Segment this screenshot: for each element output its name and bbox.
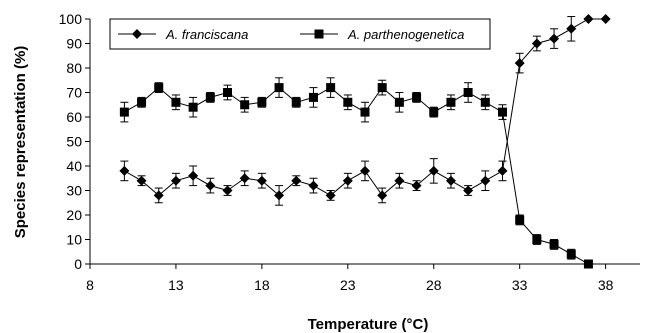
series-layer	[119, 14, 611, 269]
data-point	[377, 83, 387, 93]
legend-marker	[132, 29, 142, 39]
legend-items: A. franciscana A. parthenogenetica	[118, 27, 464, 42]
legend-label: A. parthenogenetica	[347, 27, 464, 42]
x-tick-label: 33	[512, 277, 528, 293]
y-tick-label: 80	[66, 60, 82, 76]
legend-marker	[314, 29, 324, 39]
data-point	[325, 190, 336, 201]
x-tick-label: 28	[426, 277, 442, 293]
legend: A. franciscana A. parthenogenetica	[109, 18, 491, 50]
data-point	[394, 97, 404, 107]
data-point	[600, 14, 611, 24]
series-parthenogenetica	[119, 77, 593, 269]
data-point	[429, 107, 439, 117]
data-point	[240, 100, 250, 110]
data-point	[446, 97, 456, 107]
data-point	[154, 83, 164, 93]
y-tick-label: 0	[74, 256, 82, 272]
x-tick-label: 38	[598, 277, 614, 293]
data-point	[256, 175, 267, 186]
data-point	[291, 97, 301, 107]
y-tick-label: 70	[66, 85, 82, 101]
data-point	[222, 185, 233, 196]
data-point	[549, 33, 560, 44]
data-point	[308, 92, 318, 102]
data-point	[480, 175, 491, 186]
y-axis-title: Species representation (%)	[12, 46, 29, 239]
data-point	[171, 97, 181, 107]
legend-label: A. franciscana	[165, 27, 248, 42]
data-point	[239, 173, 250, 184]
data-point	[308, 180, 319, 191]
data-point	[205, 180, 216, 191]
data-point	[326, 83, 336, 93]
data-point	[583, 14, 594, 24]
axes	[89, 19, 640, 265]
data-point	[463, 185, 474, 196]
data-point	[411, 180, 422, 191]
data-point	[119, 107, 129, 117]
data-point	[360, 107, 370, 117]
data-point	[153, 190, 164, 201]
data-point	[480, 97, 490, 107]
data-point	[566, 23, 577, 34]
data-point	[342, 175, 353, 186]
data-point	[343, 97, 353, 107]
data-point	[274, 83, 284, 93]
data-point	[188, 170, 199, 181]
data-point	[566, 249, 576, 259]
data-point	[188, 102, 198, 112]
data-point	[463, 88, 473, 97]
data-point	[445, 175, 456, 186]
x-tick-label: 18	[254, 277, 270, 293]
x-axis-title: Temperature (°C)	[308, 316, 429, 333]
series-line	[124, 86, 589, 265]
data-point	[205, 92, 215, 102]
data-point	[412, 92, 422, 102]
data-point	[257, 97, 267, 107]
data-point	[119, 165, 130, 176]
data-point	[497, 165, 508, 176]
data-point	[291, 175, 302, 186]
y-tick-label: 50	[66, 134, 82, 150]
data-point	[532, 235, 542, 244]
data-point	[531, 38, 542, 49]
x-tick-label: 8	[86, 277, 94, 293]
data-point	[274, 190, 285, 201]
data-point	[514, 58, 525, 69]
data-point	[377, 190, 388, 201]
y-tick-label: 20	[66, 207, 82, 223]
y-tick-label: 40	[66, 158, 82, 174]
data-point	[137, 97, 147, 107]
data-point	[498, 107, 507, 117]
y-tick-label: 90	[66, 36, 82, 52]
data-point	[170, 175, 181, 186]
x-tick-label: 23	[340, 277, 356, 293]
series-franciscana	[119, 14, 611, 206]
data-point	[223, 88, 232, 97]
x-tick-label: 13	[168, 277, 184, 293]
data-point	[394, 175, 405, 186]
data-point	[360, 165, 370, 176]
y-tick-label: 100	[59, 11, 83, 27]
data-point	[428, 165, 439, 176]
y-tick-label: 60	[66, 109, 82, 125]
y-tick-label: 30	[66, 183, 82, 199]
data-point	[583, 259, 593, 269]
data-point	[136, 175, 147, 186]
data-point	[515, 215, 525, 225]
ticks: 0 10 20 30 40 50 60 70 80 90 100 8 13 18 23 28 33 38	[59, 11, 614, 293]
data-point	[549, 239, 559, 249]
y-tick-label: 10	[66, 232, 82, 248]
